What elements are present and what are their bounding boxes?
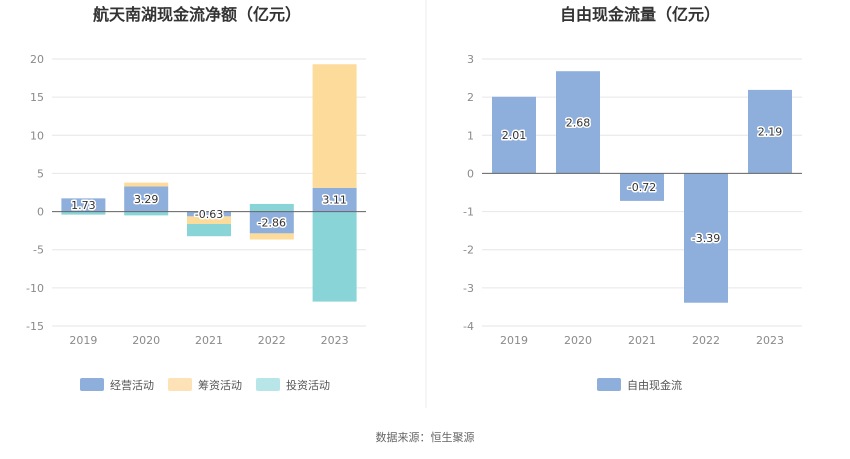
chart2-data-label: 2.01 [502,129,527,142]
chart1-data-label: 1.73 [71,199,96,212]
chart1-y-tick-label: 20 [30,53,44,66]
chart1-bar-投资活动-2021 [187,224,231,237]
chart1-legend-label[interactable]: 投资活动 [286,378,330,392]
chart1-y-tick-label: 15 [30,91,44,104]
chart1-x-tick-label: 2019 [69,334,97,347]
chart1-y-tick-label: -15 [26,320,44,333]
chart1-y-tick-label: 10 [30,129,44,142]
chart2-x-tick-label: 2021 [628,334,656,347]
chart1-bar-投资活动-2022 [249,203,294,212]
chart2-y-tick-label: 0 [467,167,474,180]
chart1-bar-投资活动-2019 [61,211,106,215]
chart2-data-label: -3.39 [692,232,720,245]
chart2-title: 自由现金流量（亿元） [560,5,720,24]
chart1-x-tick-label: 2022 [258,334,286,347]
chart1-bar-投资活动-2020 [124,211,169,216]
chart1-bar-筹资活动-2022 [249,233,294,240]
chart1-x-tick-label: 2023 [321,334,349,347]
chart2-bar-2021 [620,173,664,201]
chart2-data-label: -0.72 [628,181,656,194]
chart1-bar-筹资活动-2023 [312,64,357,188]
chart1-bar-筹资活动-2021 [187,216,231,225]
chart1-legend-swatch-经营活动[interactable] [80,378,104,391]
chart1-x-tick-label: 2021 [195,334,223,347]
chart1-legend-label[interactable]: 筹资活动 [198,378,242,392]
chart2-y-tick-label: 1 [467,129,474,142]
chart1-data-label: 3.29 [134,193,159,206]
chart1-y-tick-label: 5 [37,167,44,180]
chart2-y-tick-label: -4 [463,320,474,333]
chart1-title: 航天南湖现金流净额（亿元） [93,5,301,24]
chart2-y-tick-label: 3 [467,53,474,66]
chart2-data-label: 2.19 [758,126,783,139]
chart2-bar-2019 [492,96,536,174]
chart2-y-tick-label: -3 [463,282,474,295]
chart1-legend-swatch-投资活动[interactable] [256,378,280,391]
chart2-bar-2022 [684,173,728,303]
chart2-y-tick-label: -1 [463,206,474,219]
chart2-x-tick-label: 2020 [564,334,592,347]
chart1-y-tick-label: 0 [37,206,44,219]
chart1-bar-经营活动-2023 [312,187,357,212]
chart2-x-tick-label: 2019 [500,334,528,347]
chart1-bar-经营活动-2022 [249,211,294,234]
chart2-y-tick-label: -2 [463,244,474,257]
chart2-y-tick-label: 2 [467,91,474,104]
chart1-y-tick-label: -10 [26,282,44,295]
data-source: 数据来源：恒生聚源 [375,431,475,444]
chart1-bar-经营活动-2019 [61,198,106,212]
chart2-x-tick-label: 2023 [756,334,784,347]
chart2-data-label: 2.68 [566,116,591,129]
chart1-bar-经营活动-2021 [187,211,231,217]
chart1-legend-label[interactable]: 经营活动 [110,378,154,392]
chart2-legend-swatch-自由现金流[interactable] [597,378,621,391]
chart2-bar-2020 [556,71,600,174]
chart1-y-tick-label: -5 [33,244,44,257]
chart1-legend-swatch-筹资活动[interactable] [168,378,192,391]
chart1-bar-经营活动-2020 [124,186,169,212]
chart1-x-tick-label: 2020 [132,334,160,347]
chart2-bar-2023 [748,89,792,174]
chart2-legend-label[interactable]: 自由现金流 [627,378,682,392]
chart1-data-label: -0.63 [195,208,223,221]
chart1-data-label: 3.11 [322,194,347,207]
chart1-bar-投资活动-2023 [312,211,357,302]
chart1-data-label: -2.86 [258,216,286,229]
chart1-bar-筹资活动-2020 [124,182,169,187]
chart2-x-tick-label: 2022 [692,334,720,347]
